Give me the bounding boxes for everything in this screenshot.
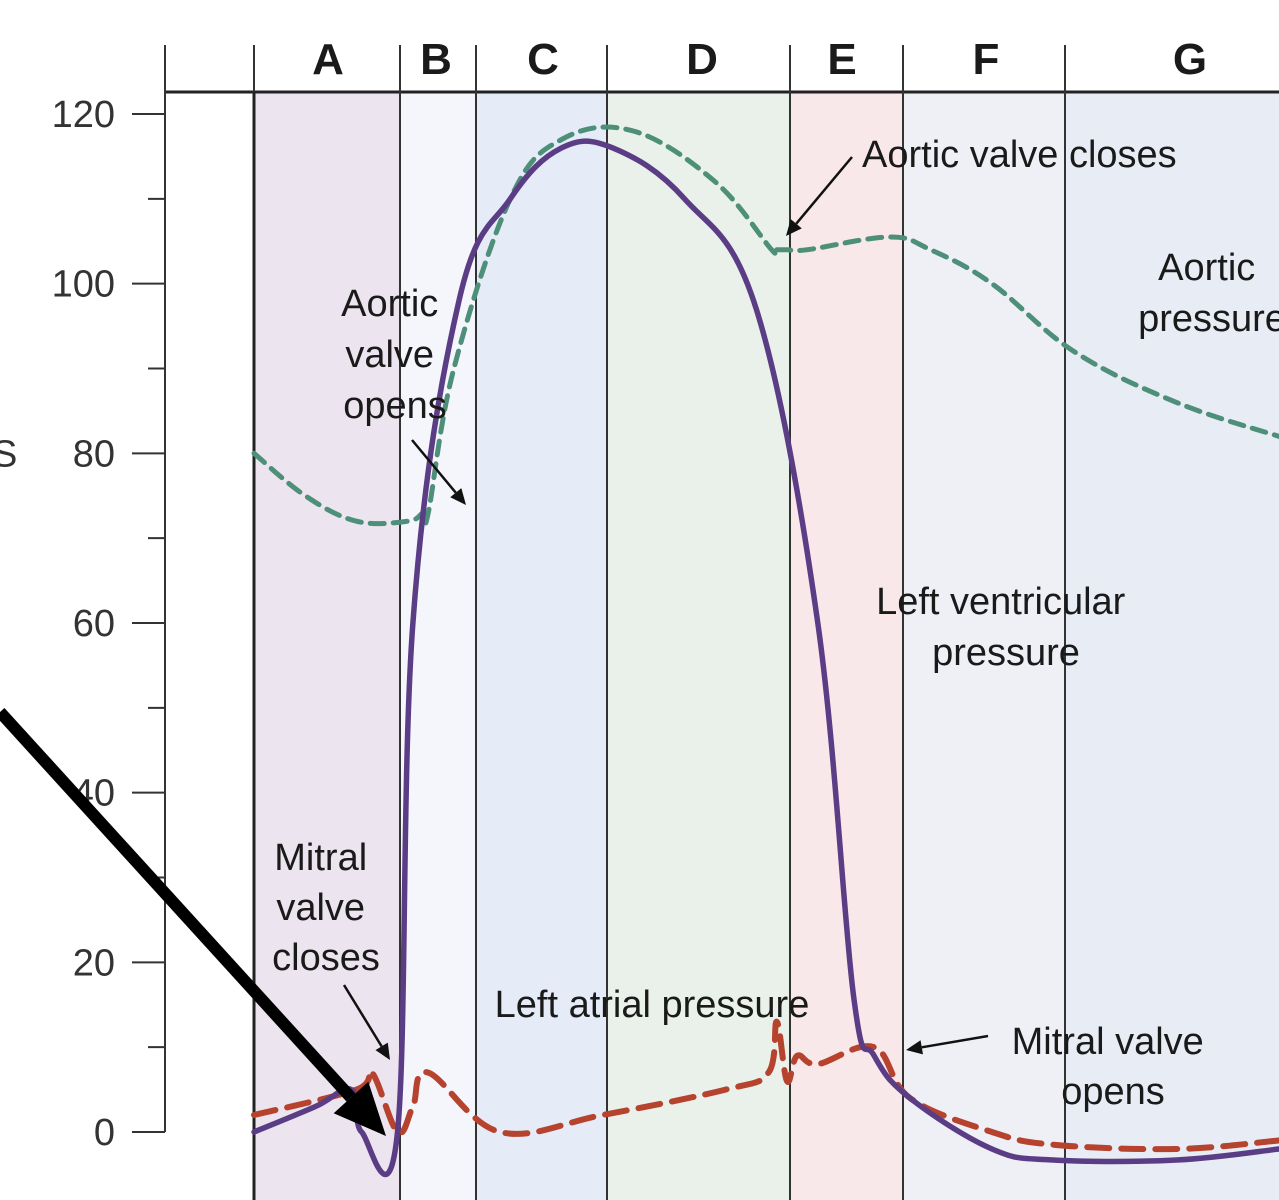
- arrow-head: [375, 1042, 390, 1060]
- y-tick-label: 0: [94, 1112, 115, 1154]
- annotation-arrows: [0, 156, 989, 1136]
- arrow-shaft: [411, 439, 457, 494]
- y-tick-label: 120: [52, 94, 115, 136]
- annotation-mitral-valve-opens: Mitral valve opens: [1012, 1021, 1215, 1113]
- arrow-aortic-opens: [411, 439, 466, 505]
- big-pointer-arrow: [0, 707, 386, 1136]
- phase-label-b: B: [420, 35, 452, 84]
- ventricular-pressure-line: [251, 138, 1279, 1178]
- phase-band-d: [607, 92, 790, 1200]
- arrow-head: [906, 1040, 923, 1055]
- arrow-head: [333, 1081, 386, 1136]
- pressure-series: [251, 124, 1279, 1178]
- phase-label-a: A: [312, 35, 344, 84]
- annotation-left-atrial-pressure: Left atrial pressure: [495, 984, 810, 1026]
- phase-label-c: C: [527, 35, 559, 84]
- phase-band-g: [1065, 92, 1279, 1200]
- y-tick-label: 60: [73, 603, 115, 645]
- arrow-head: [450, 488, 466, 505]
- annotation-aortic-valve-closes: Aortic valve closes: [862, 134, 1177, 176]
- arrow-mitral-closes: [342, 984, 390, 1060]
- phase-label-e: E: [827, 35, 856, 84]
- phase-label-f: F: [973, 35, 1000, 84]
- arrow-shaft: [921, 1034, 989, 1049]
- annotation-aortic-pressure: Aortic pressure: [1138, 247, 1279, 340]
- arrow-shaft: [795, 156, 853, 225]
- y-tick-label: 100: [52, 264, 115, 306]
- arrow-mitral-opens: [906, 1034, 989, 1055]
- annotation-left-ventricular-pressure: Left ventricular pressure: [876, 581, 1136, 674]
- phase-label-d: D: [686, 35, 718, 84]
- annotation-aortic-valve-opens: Aortic valve opens: [341, 283, 449, 427]
- phase-labels: A B C D E F G: [312, 35, 1207, 84]
- phase-band-a: [254, 92, 400, 1200]
- phase-label-g: G: [1173, 35, 1207, 84]
- arrow-aortic-closes: [786, 156, 853, 236]
- annotation-mitral-valve-closes: Mitral valve closes: [272, 837, 380, 979]
- phase-band-c: [476, 92, 607, 1200]
- arrow-shaft: [0, 707, 356, 1102]
- phase-band-e: [790, 92, 903, 1200]
- y-tick-label: 20: [73, 942, 115, 984]
- annotations: Aortic valve opens Aortic valve closes A…: [272, 134, 1279, 1113]
- axis-edge-fragment: S: [0, 433, 17, 475]
- arrow-head: [786, 219, 802, 236]
- arrow-shaft: [342, 984, 383, 1048]
- y-tick-label: 80: [73, 433, 115, 475]
